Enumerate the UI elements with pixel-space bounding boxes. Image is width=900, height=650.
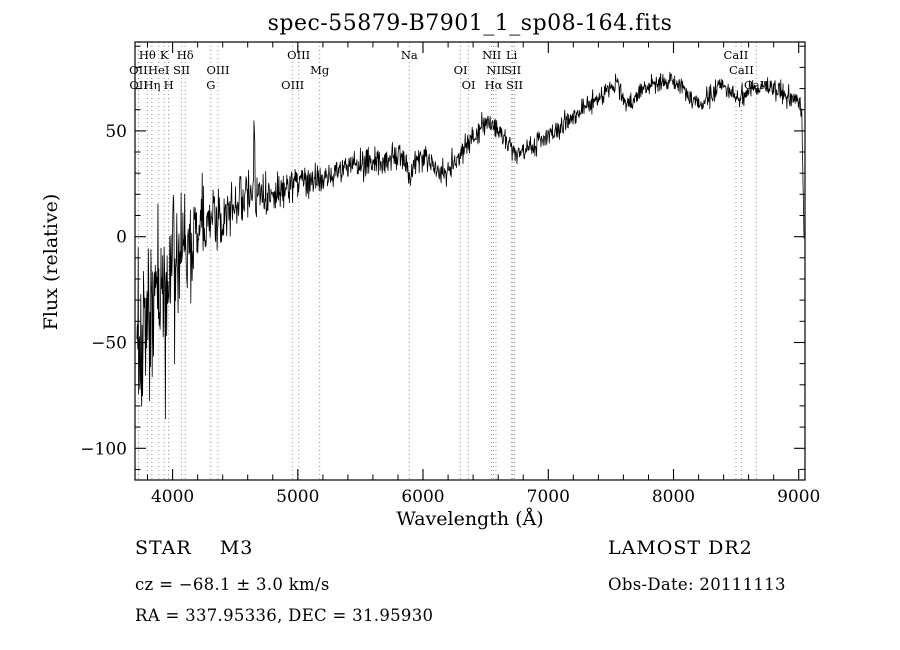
obs-date-value: Obs-Date: 20111113 <box>608 575 786 594</box>
y-tick-label: 50 <box>105 122 127 142</box>
spectral-line-label: OIII <box>206 63 229 77</box>
spectral-line-label: Hα <box>485 78 503 92</box>
spectral-line-label: Na <box>401 48 418 62</box>
x-tick-label: 4000 <box>151 487 194 507</box>
spectral-line-label: OI <box>462 78 476 92</box>
spectral-line-label: H <box>164 78 174 92</box>
spectral-line-label: CaII <box>744 78 769 92</box>
spectral-line-label: Hθ <box>139 48 156 62</box>
spectral-line-label: SII <box>173 63 190 77</box>
x-tick-label: 9000 <box>777 487 820 507</box>
spectrum-trace <box>136 71 805 420</box>
spectral-line-label: K <box>160 48 169 62</box>
x-tick-label: 6000 <box>401 487 444 507</box>
spectral-line-label: OII <box>129 63 148 77</box>
spectral-line-label: CaII <box>724 48 749 62</box>
x-tick-label: 8000 <box>652 487 695 507</box>
spectral-line-label: NII <box>482 48 501 62</box>
y-axis-label: Flux (relative) <box>40 194 62 331</box>
spectral-line-label: OII <box>129 78 148 92</box>
cz-value: cz = −68.1 ± 3.0 km/s <box>135 575 330 594</box>
x-tick-label: 5000 <box>276 487 319 507</box>
spectral-line-label: SII <box>506 78 523 92</box>
x-tick-label: 7000 <box>527 487 570 507</box>
spectral-line-label: NII <box>486 63 505 77</box>
spectral-line-label: Mg <box>310 63 330 77</box>
spectral-line-label: Li <box>506 48 518 62</box>
y-tick-label: 0 <box>116 228 127 248</box>
spectral-line-label: SII <box>504 63 521 77</box>
ra-dec-value: RA = 337.95336, DEC = 31.95930 <box>135 606 433 625</box>
plot-area: 4000 5000 6000 7000 8000 9000 −100 −50 0 50 Hθ K Hδ O… <box>80 41 820 507</box>
plot-title: spec-55879-B7901_1_sp08-164.fits <box>268 11 673 36</box>
y-tick-label: −100 <box>80 439 127 459</box>
spectral-line-label: OIII <box>281 78 304 92</box>
spectral-line-label: Hη <box>143 78 160 92</box>
y-tick-label: −50 <box>91 334 127 354</box>
survey-label: LAMOST DR2 <box>608 537 753 559</box>
spectral-line-label: OI <box>454 63 468 77</box>
x-axis-label: Wavelength (Å) <box>396 508 543 530</box>
object-class-label: STAR M3 <box>135 537 253 559</box>
spectral-line-label: Hδ <box>177 48 194 62</box>
spectral-line-label: CaII <box>729 63 754 77</box>
spectral-line-label: HeI <box>148 63 169 77</box>
spectral-line-label: OIII <box>287 48 310 62</box>
spectral-line-label: G <box>206 78 215 92</box>
plot-frame <box>134 41 806 481</box>
